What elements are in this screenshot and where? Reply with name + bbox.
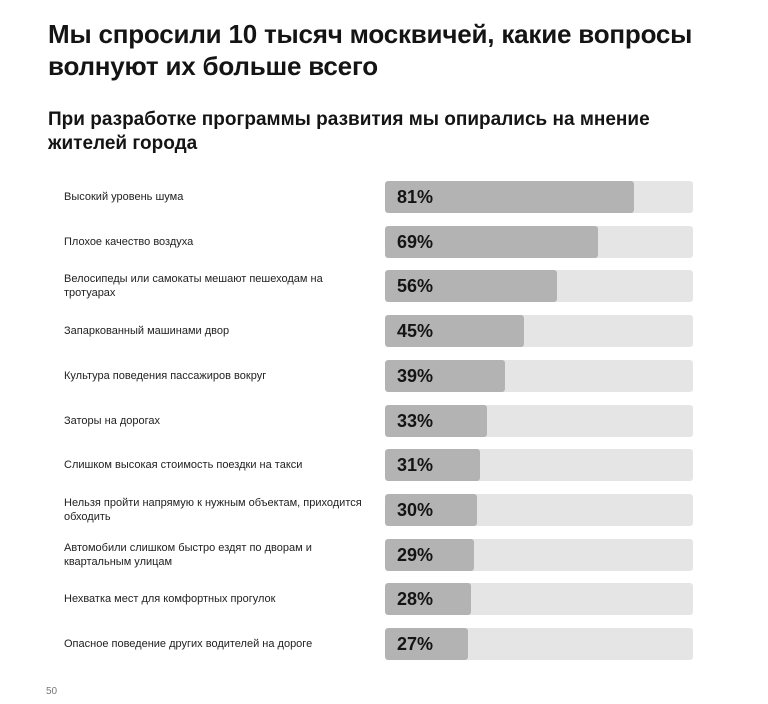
bar-track: 33% (385, 405, 693, 437)
bar (385, 315, 524, 347)
value-label: 31% (397, 455, 434, 475)
category-label: Плохое качество воздуха (64, 236, 194, 248)
bar-track: 27% (385, 628, 693, 660)
bar-row: Плохое качество воздуха 69% (0, 226, 768, 258)
value-label: 27% (397, 634, 434, 654)
bar (385, 628, 468, 660)
bar-track: 56% (385, 270, 693, 302)
value-label: 45% (397, 321, 434, 341)
bar-track: 81% (385, 181, 693, 213)
bar (385, 449, 480, 481)
bar-track: 69% (385, 226, 693, 258)
bar (385, 360, 505, 392)
bar (385, 181, 634, 213)
bar (385, 226, 598, 258)
bar-track: 30% (385, 494, 693, 526)
value-label: 39% (397, 366, 434, 386)
category-label: Нельзя пройти напрямую к нужным объектам… (64, 497, 362, 523)
bar-row: Автомобили слишком быстро ездят по двора… (0, 539, 768, 571)
bar-row: Слишком высокая стоимость поездки на так… (0, 449, 768, 481)
value-label: 69% (397, 232, 434, 252)
bar-row: Запаркованный машинами двор 45% (0, 315, 768, 347)
chart-subtitle: При разработке программы развития мы опи… (48, 109, 650, 154)
bar (385, 583, 471, 615)
value-label: 29% (397, 545, 434, 565)
bar (385, 494, 477, 526)
category-label: Культура поведения пассажиров вокруг (64, 370, 267, 382)
bar-row: Нельзя пройти напрямую к нужным объектам… (0, 494, 768, 526)
bar-row: Велосипеды или самокаты мешают пешеходам… (0, 270, 768, 302)
bar (385, 539, 474, 571)
bar-row: Культура поведения пассажиров вокруг 39% (0, 360, 768, 392)
value-label: 56% (397, 276, 434, 296)
bar-track: 31% (385, 449, 693, 481)
category-label: Слишком высокая стоимость поездки на так… (64, 459, 303, 471)
category-label: Велосипеды или самокаты мешают пешеходам… (64, 273, 323, 299)
category-label: Опасное поведение других водителей на до… (64, 638, 313, 650)
category-label: Нехватка мест для комфортных прогулок (64, 593, 276, 605)
bar-track: 45% (385, 315, 693, 347)
category-label: Запаркованный машинами двор (64, 325, 230, 337)
page-title: Мы спросили 10 тысяч москвичей, какие во… (48, 19, 693, 81)
value-label: 30% (397, 500, 434, 520)
bar-track: 39% (385, 360, 693, 392)
value-label: 28% (397, 589, 434, 609)
bar-track: 28% (385, 583, 693, 615)
bar (385, 405, 487, 437)
bar-row: Заторы на дорогах 33% (0, 405, 768, 437)
bar-track: 29% (385, 539, 693, 571)
bar-row: Опасное поведение других водителей на до… (0, 628, 768, 660)
value-label: 33% (397, 411, 434, 431)
bar-row: Высокий уровень шума 81% (0, 181, 768, 213)
bar-row: Нехватка мест для комфортных прогулок 28% (0, 583, 768, 615)
category-label: Высокий уровень шума (64, 191, 184, 203)
category-label: Заторы на дорогах (64, 415, 161, 427)
category-label: Автомобили слишком быстро ездят по двора… (64, 542, 312, 568)
value-label: 81% (397, 187, 434, 207)
page-number: 50 (46, 686, 58, 697)
bar (385, 270, 557, 302)
